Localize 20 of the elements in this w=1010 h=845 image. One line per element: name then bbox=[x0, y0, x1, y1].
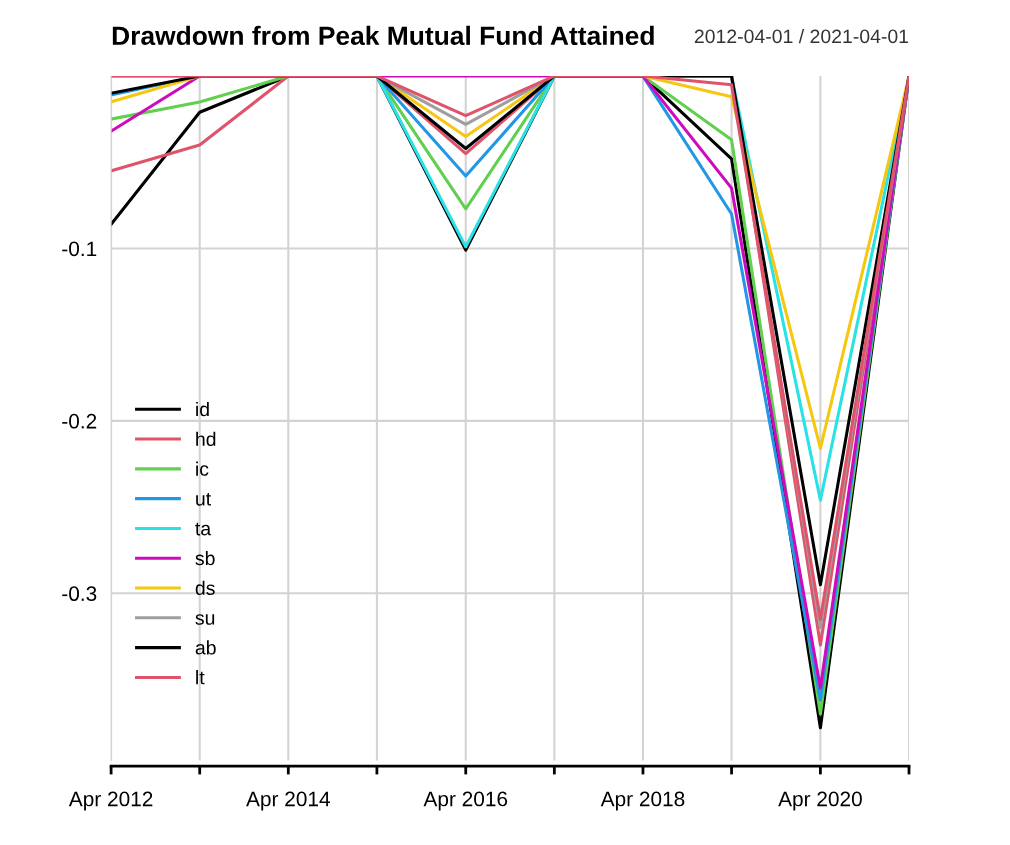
x-tick-label: Apr 2012 bbox=[68, 791, 153, 811]
y-tick-label: -0.3 bbox=[62, 586, 97, 602]
y-tick-label: -0.2 bbox=[62, 413, 97, 429]
x-tick-label: Apr 2018 bbox=[600, 791, 685, 811]
x-tick-label: Apr 2014 bbox=[246, 791, 330, 811]
legend-label: ds bbox=[195, 580, 215, 596]
legend-label: id bbox=[196, 401, 209, 417]
legend-label: lt bbox=[196, 670, 205, 685]
legend-label: ut bbox=[196, 492, 211, 506]
x-tick-label: Apr 2016 bbox=[423, 791, 508, 811]
legend-label: sb bbox=[195, 550, 215, 566]
chart-subtitle: 2012-04-01 / 2021-04-01 bbox=[694, 28, 909, 44]
legend-label: ab bbox=[195, 640, 216, 655]
x-tick-label: Apr 2020 bbox=[778, 791, 862, 811]
legend-label: su bbox=[195, 614, 215, 625]
chart-title: Drawdown from Peak Mutual Fund Attained bbox=[112, 25, 654, 46]
legend-label: ta bbox=[195, 522, 212, 536]
legend-label: ic bbox=[196, 461, 209, 476]
legend-label: hd bbox=[196, 431, 216, 447]
y-tick-label: -0.1 bbox=[62, 241, 97, 257]
